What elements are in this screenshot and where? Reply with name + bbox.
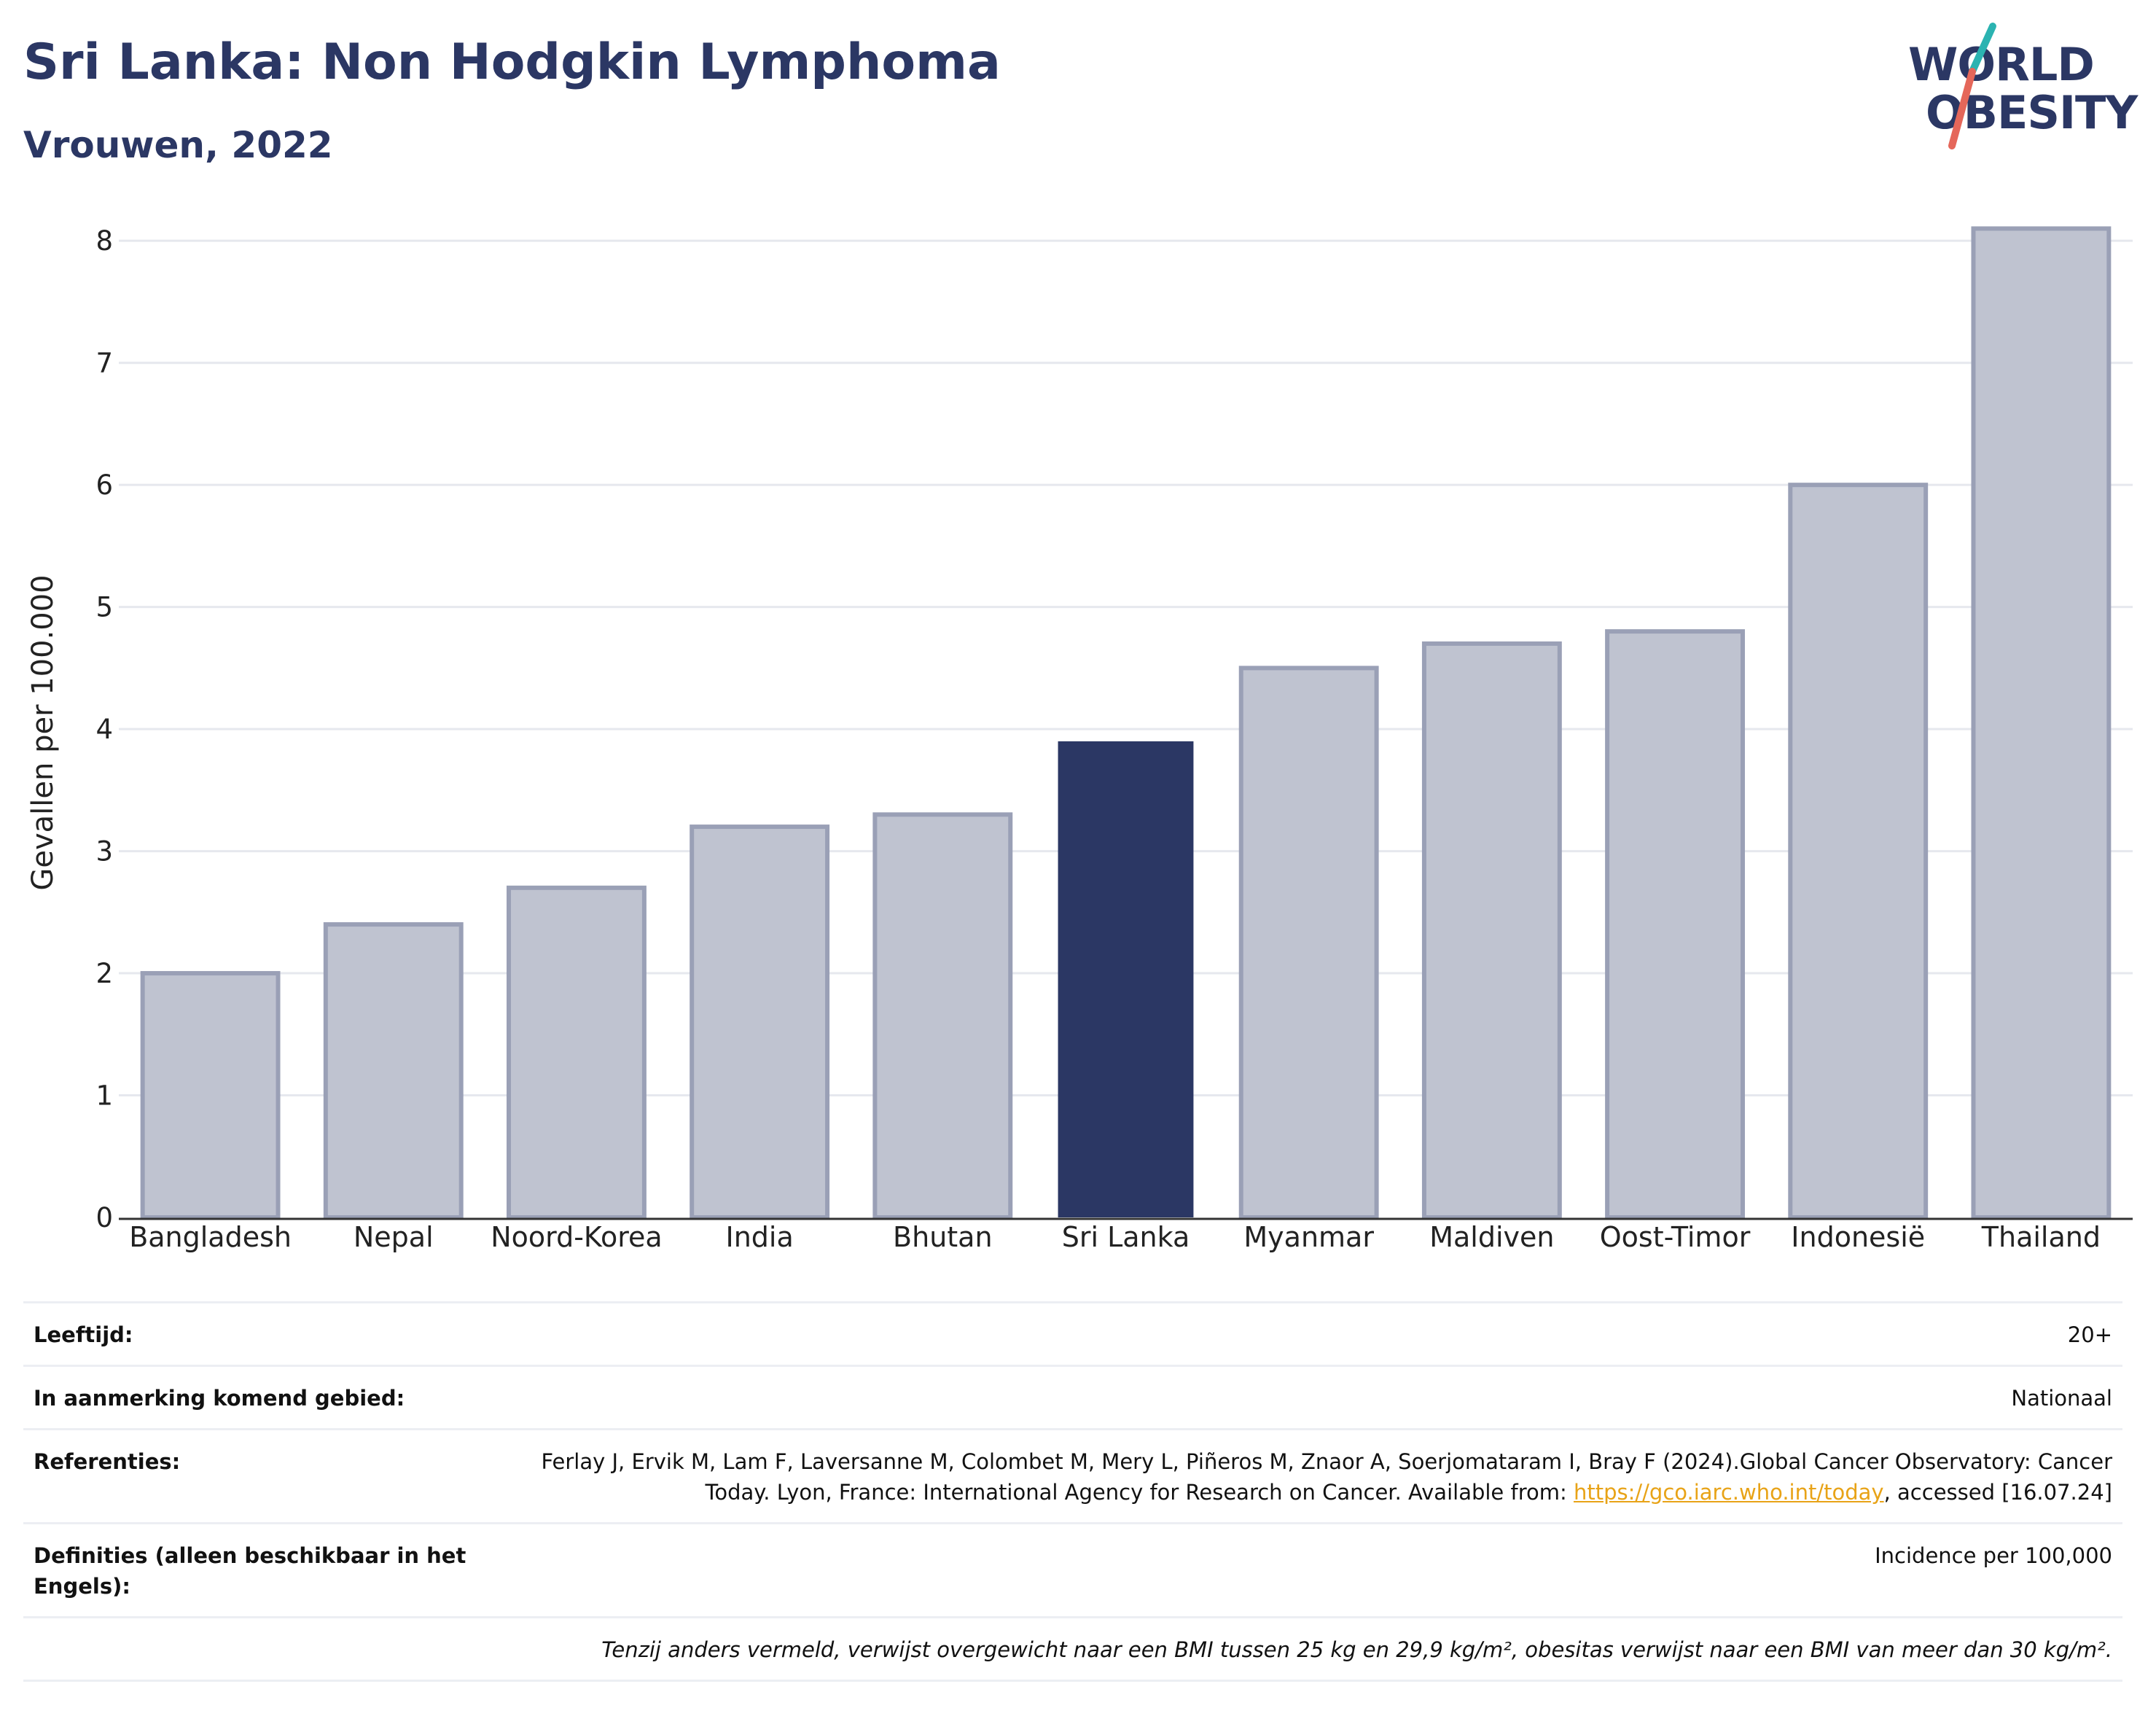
y-tick-label: 0	[95, 1202, 113, 1233]
references-label: Referenties:	[34, 1449, 181, 1474]
world-obesity-logo: WORLD OBESITY	[1895, 20, 2143, 159]
x-tick-label: Sri Lanka	[1062, 1221, 1190, 1253]
bar-oost-timor	[1605, 629, 1745, 1220]
y-tick-label: 3	[95, 836, 113, 868]
definitions-label: Definities (alleen beschikbaar in het En…	[34, 1543, 466, 1599]
bar-bhutan	[872, 812, 1013, 1220]
info-table: Leeftijd: 20+ In aanmerking komend gebie…	[23, 1301, 2122, 1682]
x-tick-label: Bangladesh	[129, 1221, 292, 1253]
x-tick-label: Thailand	[1981, 1221, 2101, 1253]
info-row-note: Tenzij anders vermeld, verwijst overgewi…	[23, 1616, 2122, 1682]
x-tick-label: Noord-Korea	[491, 1221, 662, 1253]
page-subtitle: Vrouwen, 2022	[23, 124, 333, 166]
references-value: Ferlay J, Ervik M, Lam F, Laversanne M, …	[509, 1446, 2112, 1508]
page-title: Sri Lanka: Non Hodgkin Lymphoma	[23, 34, 1001, 91]
info-row-age: Leeftijd: 20+	[23, 1301, 2122, 1365]
references-accessed: , accessed [16.07.24]	[1883, 1480, 2112, 1505]
y-tick-label: 1	[95, 1080, 113, 1112]
bar-sri-lanka	[1058, 741, 1194, 1217]
bar-india	[690, 824, 830, 1220]
footnote: Tenzij anders vermeld, verwijst overgewi…	[601, 1637, 2112, 1662]
area-value: Nationaal	[2011, 1386, 2112, 1411]
y-tick-label: 5	[95, 592, 113, 623]
x-tick-label: Bhutan	[893, 1221, 993, 1253]
info-row-definitions: Definities (alleen beschikbaar in het En…	[23, 1522, 2122, 1616]
logo-line1: WORLD	[1908, 38, 2095, 91]
x-tick-label: Maldiven	[1429, 1221, 1554, 1253]
bar-noord-korea	[507, 885, 647, 1220]
references-text: Ferlay J, Ervik M, Lam F, Laversanne M, …	[541, 1449, 2112, 1505]
bar-myanmar	[1238, 666, 1379, 1220]
x-tick-label: Oost-Timor	[1600, 1221, 1751, 1253]
y-tick-label: 8	[95, 225, 113, 257]
y-tick-label: 4	[95, 714, 113, 745]
y-axis-title: Gevallen per 100.000	[26, 574, 60, 890]
area-label: In aanmerking komend gebied:	[34, 1386, 405, 1411]
bar-thailand	[1971, 226, 2112, 1220]
definitions-value: Incidence per 100,000	[1875, 1543, 2112, 1568]
y-tick-label: 6	[95, 469, 113, 501]
age-value: 20+	[2067, 1322, 2112, 1347]
y-tick-label: 2	[95, 958, 113, 989]
x-tick-label: Nepal	[354, 1221, 434, 1253]
bar-chart: 0 1 2 3 4 5 6 7 8 Bangladesh Nepal Noord-Korea India…	[26, 225, 2133, 1253]
bar-maldiven	[1421, 641, 1562, 1220]
y-tick-label: 7	[95, 348, 113, 379]
bar-indonesi-	[1788, 483, 1929, 1220]
x-tick-label: India	[726, 1221, 794, 1253]
bar-nepal	[323, 922, 464, 1220]
x-tick-label: Myanmar	[1243, 1221, 1374, 1253]
info-row-area: In aanmerking komend gebied: Nationaal	[23, 1365, 2122, 1428]
age-label: Leeftijd:	[34, 1322, 133, 1347]
x-tick-label: Indonesië	[1791, 1221, 1925, 1253]
references-link[interactable]: https://gco.iarc.who.int/today	[1573, 1480, 1884, 1505]
logo-slash-icon	[1948, 23, 1996, 149]
bar-bangladesh	[140, 971, 281, 1220]
info-row-references: Referenties: Ferlay J, Ervik M, Lam F, L…	[23, 1428, 2122, 1522]
